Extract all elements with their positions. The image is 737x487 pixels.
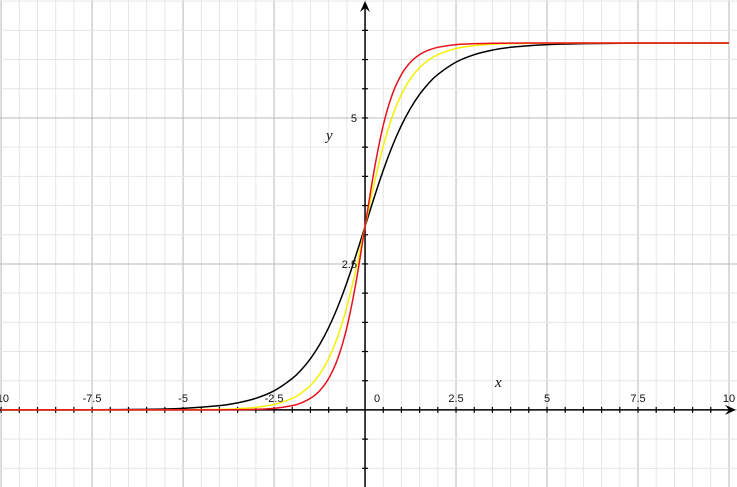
x-tick-label: 5 (544, 393, 550, 405)
x-tick-label: 7.5 (630, 393, 645, 405)
y-axis-arrow-icon (360, 1, 371, 12)
x-tick-label: -5 (178, 393, 188, 405)
series-line-2 (1, 42, 729, 411)
x-tick-label: -2.5 (265, 393, 284, 405)
x-tick-label: 0 (374, 393, 380, 405)
x-axis-label: x (494, 375, 502, 391)
x-tick-label: 2.5 (448, 393, 463, 405)
x-axis-arrow-icon (725, 404, 736, 415)
y-tick-label: 5 (351, 113, 357, 125)
y-tick-label: 2.5 (342, 259, 357, 271)
x-tick-label: -10 (0, 393, 9, 405)
tick-labels: -10 -7.5 -5 -2.5 0 2.5 5 7.5 10 2.5 5 (0, 113, 735, 405)
curves (1, 42, 729, 411)
x-tick-label: -7.5 (83, 393, 102, 405)
x-tick-label: 10 (723, 393, 735, 405)
y-axis-label: y (324, 128, 333, 144)
